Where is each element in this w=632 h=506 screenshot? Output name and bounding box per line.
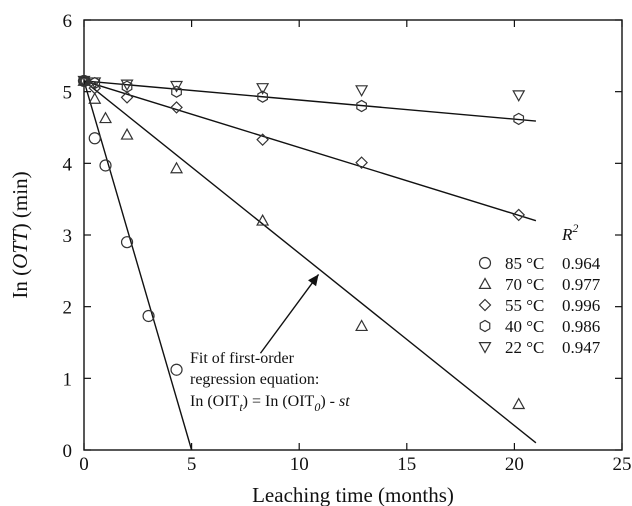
legend-label: 55 °C bbox=[505, 296, 544, 315]
data-point-triangle-up bbox=[122, 129, 133, 139]
legend-header: R2 bbox=[561, 221, 578, 244]
data-point-triangle-up bbox=[89, 93, 100, 103]
y-tick-label: 5 bbox=[63, 83, 73, 104]
legend-r2-value: 0.964 bbox=[562, 254, 601, 273]
x-tick-label: 0 bbox=[79, 454, 89, 475]
x-tick-label: 15 bbox=[397, 454, 416, 475]
legend: R2 85 °C 0.964 70 °C 0.977 55 °C 0.996 40 °C 0.… bbox=[480, 221, 601, 357]
y-axis-label-var: OTT bbox=[8, 229, 32, 269]
data-point-circle bbox=[89, 133, 100, 144]
annotation-line-3: In (OITt) = In (OIT0) - st bbox=[190, 393, 350, 414]
y-tick-label: 0 bbox=[63, 441, 73, 462]
x-tick-label: 25 bbox=[613, 454, 632, 475]
legend-marker-triangle-down bbox=[480, 343, 491, 353]
annotation-eq-st: st bbox=[339, 393, 350, 410]
fit-line-1 bbox=[84, 81, 536, 443]
fit-line-2 bbox=[84, 81, 536, 221]
legend-marker-hexagon bbox=[480, 321, 490, 332]
data-points bbox=[79, 75, 525, 408]
arrow-head bbox=[308, 274, 319, 286]
data-point-triangle-up bbox=[356, 321, 367, 331]
y-tick-label: 6 bbox=[63, 11, 73, 32]
fit-line-3 bbox=[84, 81, 536, 121]
plot-frame bbox=[84, 20, 622, 450]
annotation-line-1: Fit of first-order bbox=[190, 350, 295, 367]
x-tick-label: 20 bbox=[505, 454, 524, 475]
legend-r2-value: 0.996 bbox=[562, 296, 600, 315]
legend-marker-diamond bbox=[480, 300, 491, 311]
data-point-triangle-down bbox=[356, 86, 367, 96]
x-tick-label: 10 bbox=[290, 454, 309, 475]
y-tick-label: 3 bbox=[63, 226, 73, 247]
y-axis-label: In (OTT) (min) bbox=[8, 171, 32, 298]
legend-label: 85 °C bbox=[505, 254, 544, 273]
legend-header-sup: 2 bbox=[572, 221, 578, 235]
legend-header-r: R bbox=[561, 225, 573, 244]
annotation-eq-c: ) - bbox=[320, 393, 339, 410]
plot-area-border bbox=[84, 20, 622, 450]
legend-r2-value: 0.947 bbox=[562, 338, 601, 357]
legend-marker-triangle-up bbox=[480, 279, 491, 289]
data-point-triangle-up bbox=[100, 113, 111, 123]
data-point-triangle-up bbox=[171, 163, 182, 173]
annotation-eq-b: ) = In (OIT bbox=[243, 393, 315, 410]
annotation: Fit of first-order regression equation: … bbox=[190, 274, 350, 414]
legend-r2-value: 0.986 bbox=[562, 317, 600, 336]
data-point-triangle-down bbox=[513, 91, 524, 101]
legend-label: 70 °C bbox=[505, 275, 544, 294]
data-point-triangle-down bbox=[257, 84, 268, 94]
y-tick-label: 1 bbox=[63, 369, 73, 390]
annotation-eq-a: In (OIT bbox=[190, 393, 240, 410]
legend-label: 22 °C bbox=[505, 338, 544, 357]
x-tick-label: 5 bbox=[187, 454, 197, 475]
legend-label: 40 °C bbox=[505, 317, 544, 336]
data-point-triangle-up bbox=[513, 399, 524, 409]
legend-r2-value: 0.977 bbox=[562, 275, 601, 294]
legend-marker-circle bbox=[480, 258, 491, 269]
y-axis-label-unit: ) (min) bbox=[8, 171, 32, 230]
annotation-line-2: regression equation: bbox=[190, 371, 319, 388]
annotation-arrow bbox=[260, 274, 318, 353]
arrow-shaft bbox=[260, 274, 318, 353]
y-tick-label: 4 bbox=[63, 154, 73, 175]
x-axis-label: Leaching time (months) bbox=[252, 483, 454, 506]
data-point-circle bbox=[171, 364, 182, 375]
y-tick-label: 2 bbox=[63, 298, 73, 319]
y-axis-label-prefix: In ( bbox=[8, 269, 32, 299]
